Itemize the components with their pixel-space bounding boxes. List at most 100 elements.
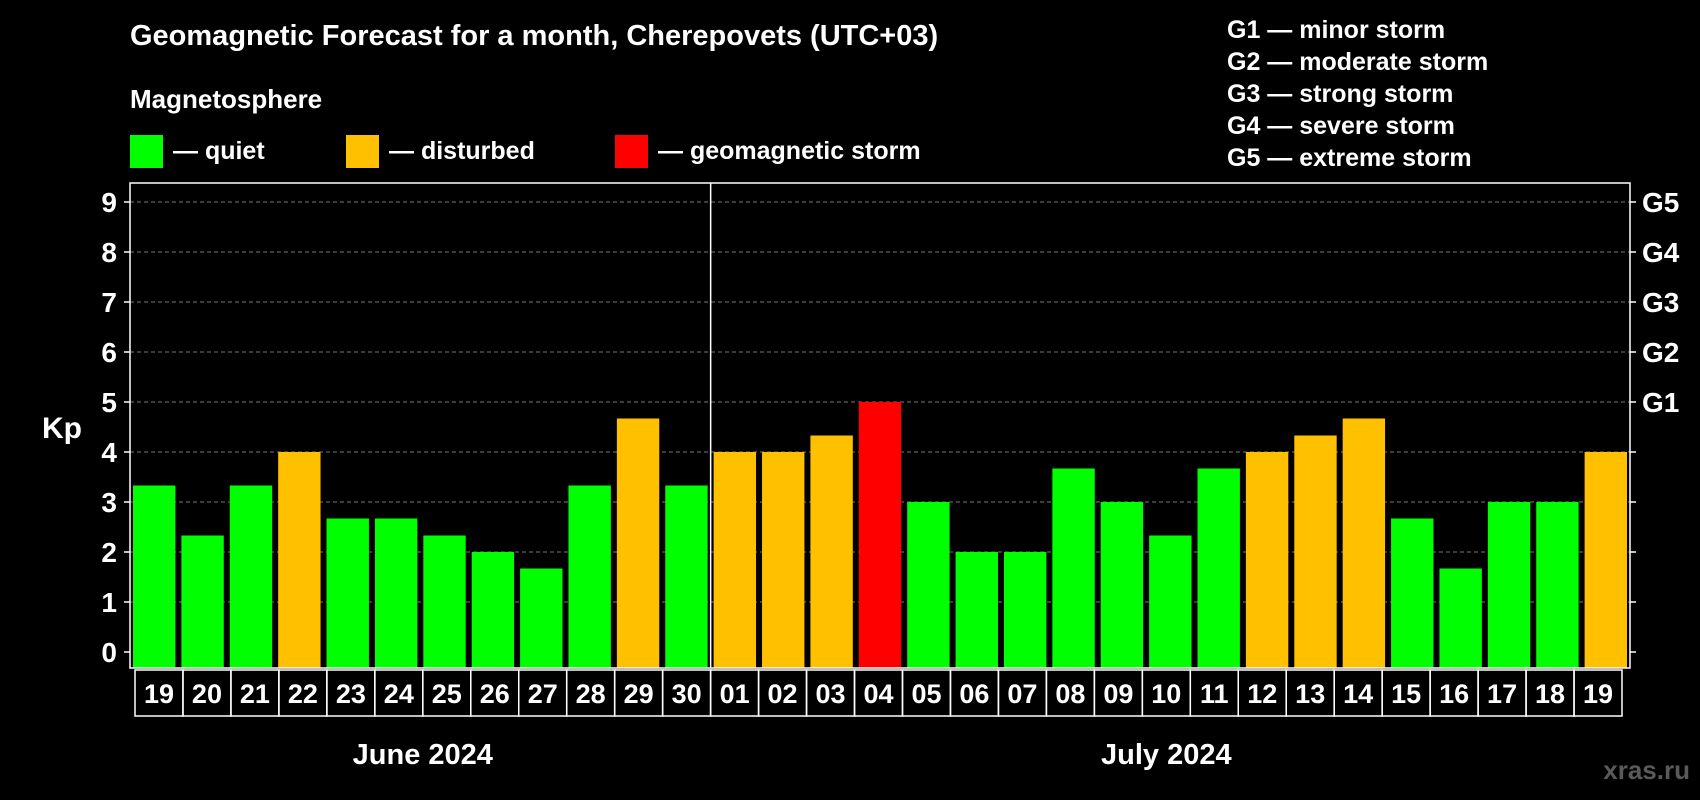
storm-level-g3: G3 — strong storm [1227, 80, 1454, 108]
day-label: 26 [480, 679, 510, 709]
storm-level-g4: G4 — severe storm [1227, 112, 1455, 140]
day-label: 27 [528, 679, 558, 709]
y-tick-label: 4 [101, 437, 117, 468]
day-label: 19 [1583, 679, 1613, 709]
day-label: 20 [192, 679, 222, 709]
day-label: 19 [144, 679, 174, 709]
storm-level-g2: G2 — moderate storm [1227, 48, 1489, 76]
day-label: 08 [1055, 679, 1085, 709]
y-tick-label: 7 [101, 287, 117, 318]
day-label: 02 [768, 679, 798, 709]
day-label: 29 [624, 679, 654, 709]
day-label: 25 [432, 679, 462, 709]
day-label: 28 [576, 679, 606, 709]
day-label: 10 [1151, 679, 1181, 709]
y-tick-label: 8 [101, 237, 117, 268]
kp-bar [1584, 452, 1627, 668]
y-tick-label: 1 [101, 587, 117, 618]
kp-bar [713, 452, 757, 668]
legend-swatch-quiet [130, 134, 163, 168]
plot-frame [129, 182, 1631, 669]
kp-bar [326, 518, 369, 668]
kp-bar [1439, 568, 1482, 668]
kp-bar [374, 518, 418, 668]
day-label: 24 [384, 679, 414, 709]
day-label: 09 [1103, 679, 1133, 709]
kp-bar [1003, 552, 1047, 668]
kp-bar [471, 552, 515, 668]
day-label: 14 [1343, 679, 1373, 709]
kp-bar [1100, 502, 1144, 668]
day-label: 07 [1007, 679, 1037, 709]
kp-bar [520, 568, 563, 668]
legend-label-storm: — geomagnetic storm [658, 136, 921, 165]
legend-swatch-storm [615, 134, 648, 168]
storm-level-legend: G1 — minor storm G2 — moderate storm G3 … [1227, 14, 1488, 174]
storm-level-axis-label: G5 [1642, 187, 1679, 218]
kp-bar [665, 485, 708, 668]
y-tick-label: 6 [101, 337, 117, 368]
day-label: 04 [863, 679, 893, 709]
y-tick-label: 2 [101, 537, 117, 568]
day-label: 23 [336, 679, 366, 709]
day-label: 16 [1439, 679, 1469, 709]
kp-bar [1149, 535, 1192, 668]
y-tick-label: 0 [101, 637, 117, 668]
day-label: 06 [959, 679, 989, 709]
day-cell [1573, 669, 1623, 717]
legend-label-quiet: — quiet [173, 136, 265, 165]
day-label: 17 [1487, 679, 1517, 709]
legend-label-disturbed: — disturbed [389, 136, 535, 165]
y-tick-label: 5 [101, 387, 117, 418]
storm-level-axis-label: G4 [1642, 237, 1680, 268]
legend-item-storm: — geomagnetic storm [615, 134, 921, 168]
storm-level-axis-label: G1 [1642, 387, 1679, 418]
legend-item-quiet: — quiet [130, 134, 265, 168]
kp-bar [1197, 468, 1240, 668]
month-label: June 2024 [353, 739, 493, 771]
day-label: 30 [672, 679, 702, 709]
kp-bar [1391, 518, 1434, 668]
kp-bar [229, 485, 273, 668]
day-label: 15 [1391, 679, 1421, 709]
legend-swatch-disturbed [346, 134, 379, 168]
kp-bar [1052, 468, 1095, 668]
day-label: 11 [1200, 679, 1229, 709]
kp-bar [133, 485, 176, 668]
kp-bar [810, 435, 853, 668]
storm-level-g1: G1 — minor storm [1227, 16, 1446, 44]
kp-bar [423, 535, 466, 668]
day-label: 21 [240, 679, 270, 709]
day-label: 18 [1535, 679, 1565, 709]
kp-bar [1536, 502, 1579, 668]
kp-bar [858, 402, 902, 668]
legend-heading: Magnetosphere [130, 84, 323, 114]
kp-bar [955, 552, 998, 668]
day-label: 03 [816, 679, 846, 709]
storm-level-axis-label: G3 [1642, 287, 1679, 318]
kp-bar [568, 485, 611, 668]
kp-bar [762, 452, 805, 668]
chart-title: Geomagnetic Forecast for a month, Cherep… [130, 20, 939, 52]
kp-bar [1487, 502, 1531, 668]
storm-level-g5: G5 — extreme storm [1227, 144, 1472, 172]
day-label: 05 [911, 679, 941, 709]
legend-item-disturbed: — disturbed [346, 134, 535, 168]
kp-bar [181, 535, 224, 668]
y-axis-label: Kp [42, 412, 82, 445]
y-tick-label: 3 [101, 487, 117, 518]
day-label: 22 [288, 679, 318, 709]
kp-bar [1342, 418, 1386, 668]
kp-bar [616, 418, 660, 668]
day-label: 12 [1247, 679, 1277, 709]
day-label: 13 [1295, 679, 1325, 709]
kp-bar [1294, 435, 1337, 668]
month-label: July 2024 [1101, 739, 1232, 771]
y-tick-label: 9 [101, 187, 117, 218]
kp-bar [907, 502, 950, 668]
storm-level-axis-label: G2 [1642, 337, 1679, 368]
kp-bar [1245, 452, 1289, 668]
kp-bar [278, 452, 321, 668]
watermark: xras.ru [1603, 755, 1690, 785]
